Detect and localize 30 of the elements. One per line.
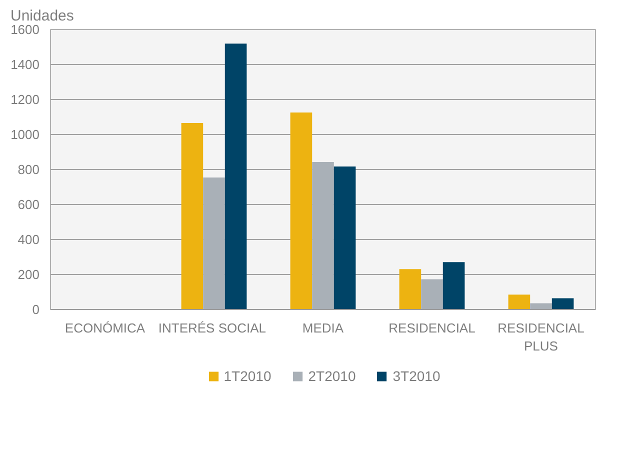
bar: [181, 122, 204, 310]
bar: [203, 178, 225, 310]
y-tick-label: 600: [18, 197, 40, 212]
x-tick-label: RESIDENCIAL: [388, 320, 476, 336]
y-tick-label: 1600: [10, 22, 40, 37]
y-tick-label: 1200: [10, 92, 40, 107]
bar: [399, 269, 422, 310]
legend-label: 1T2010: [224, 368, 272, 384]
bar: [334, 166, 356, 310]
bar: [552, 298, 574, 310]
y-tick-label: 200: [18, 267, 40, 282]
x-tick-label: RESIDENCIAL PLUS: [498, 320, 584, 354]
bar: [421, 279, 443, 310]
y-tick-label: 800: [18, 162, 40, 177]
legend-label: 3T2010: [392, 368, 440, 384]
x-tick-label: MEDIA: [302, 320, 344, 336]
y-tick-label: 1000: [10, 127, 40, 142]
y-tick-label: 400: [18, 232, 40, 247]
bar: [530, 303, 552, 310]
y-axis-title: Unidades: [10, 8, 74, 24]
x-tick-label: ECONÓMICA: [64, 320, 146, 336]
bar: [508, 294, 530, 310]
y-tick-label: 0: [32, 302, 40, 317]
bar: [312, 162, 334, 310]
bar: [290, 112, 312, 310]
legend-label: 2T2010: [308, 368, 356, 384]
x-tick-label: INTERÉS SOCIAL: [158, 320, 266, 336]
bar: [442, 262, 465, 310]
y-tick-label: 1400: [10, 57, 40, 72]
bar: [224, 44, 247, 310]
